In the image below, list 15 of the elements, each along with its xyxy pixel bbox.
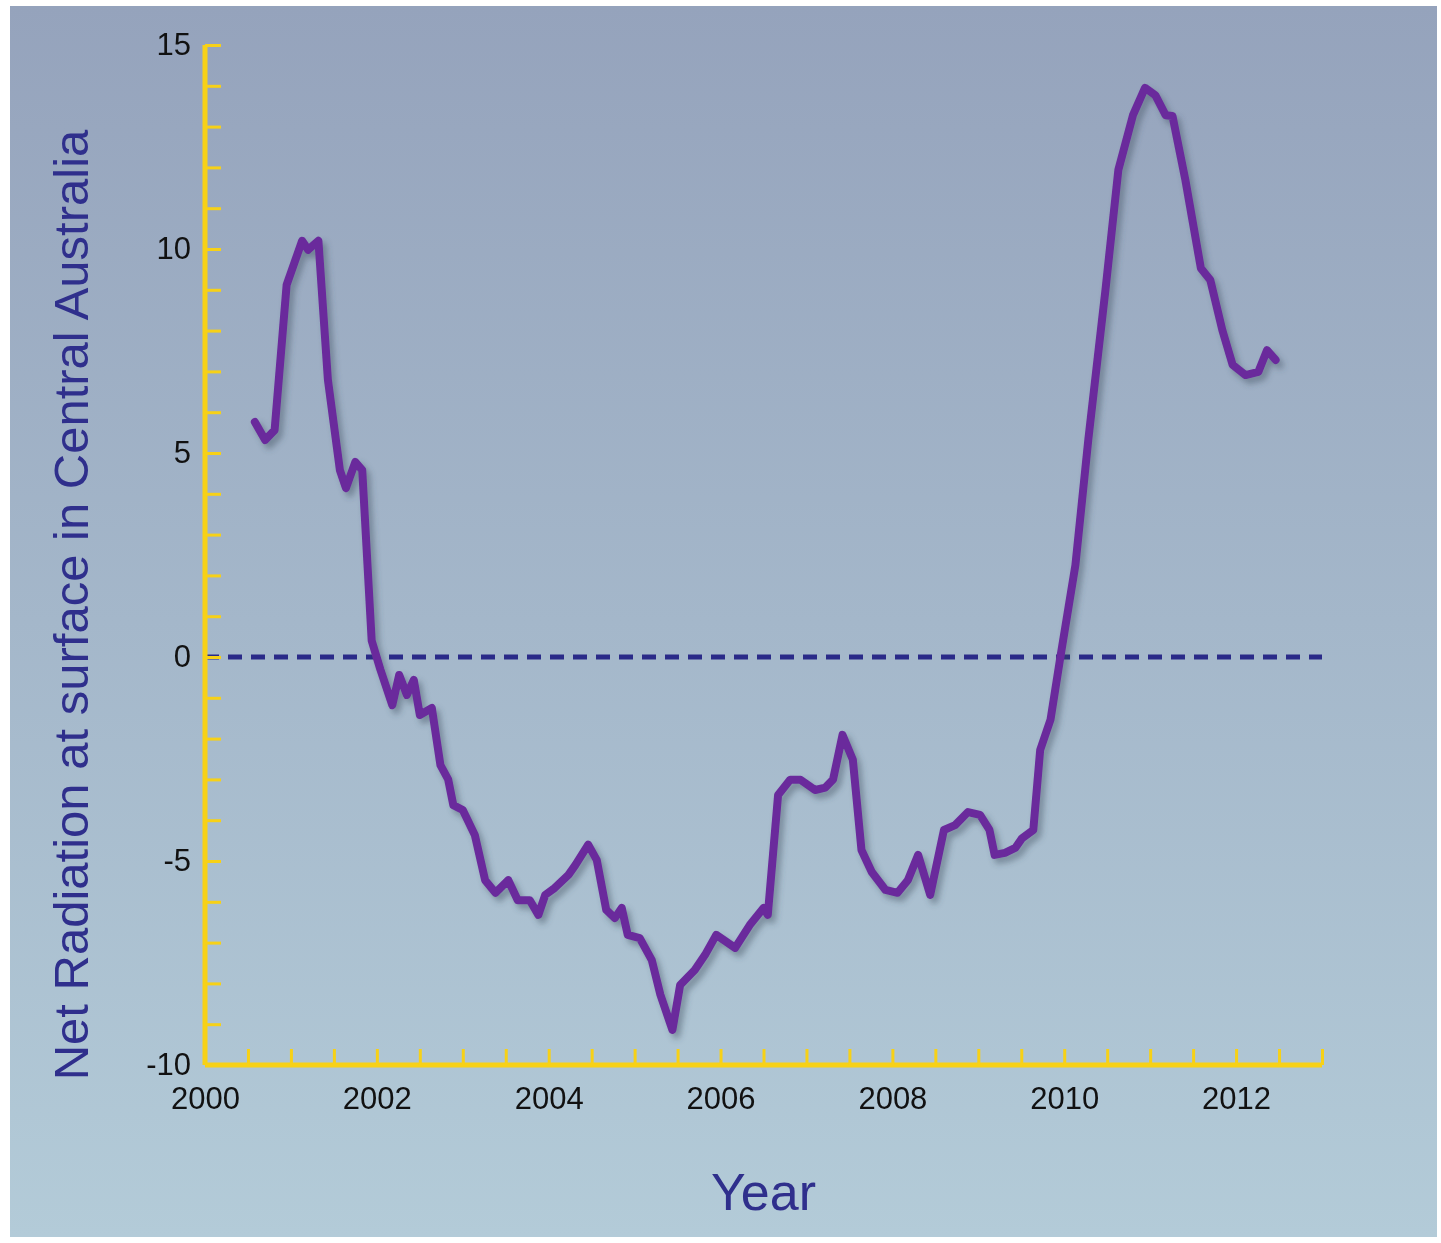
y-tick-label: -5 [163, 843, 191, 879]
y-tick-label: 10 [156, 231, 191, 267]
x-tick-label: 2006 [686, 1081, 756, 1117]
y-tick-label: -10 [146, 1047, 191, 1083]
x-axis-title: Year [710, 1163, 817, 1221]
x-tick-label: 2004 [514, 1081, 584, 1117]
y-tick-label: 5 [173, 435, 191, 471]
x-tick-label: 2010 [1030, 1081, 1100, 1117]
x-tick-label: 2002 [342, 1081, 412, 1117]
x-tick-label: 2000 [171, 1081, 240, 1117]
y-axis-title: Net Radiation at surface in Central Australia [44, 128, 98, 1081]
x-tick-label: 2012 [1202, 1081, 1272, 1117]
x-tick-label: 2008 [858, 1081, 928, 1117]
y-tick-label: 15 [156, 27, 191, 63]
y-tick-label: 0 [173, 639, 191, 675]
